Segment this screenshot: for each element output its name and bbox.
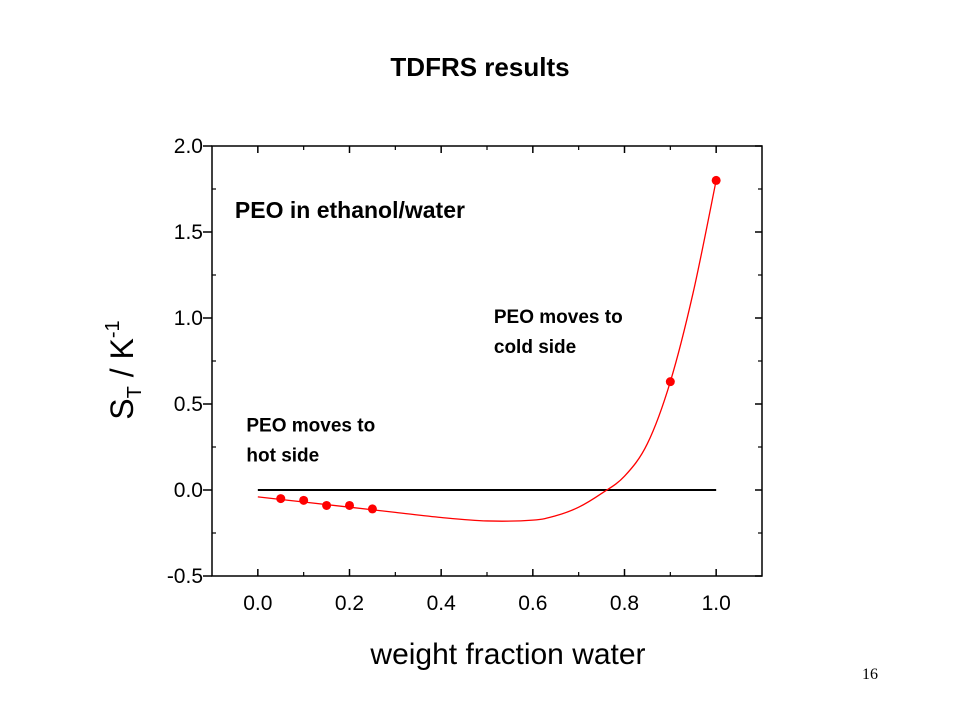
page-number: 16: [862, 666, 878, 683]
y-axis-label: ST / K-1: [102, 320, 146, 419]
data-point: [345, 500, 354, 510]
x-tick-label: 0.6: [518, 592, 547, 615]
y-label-rest: / K: [104, 338, 140, 386]
x-tick-label: 0.4: [427, 592, 457, 615]
data-point: [299, 495, 309, 505]
y-tick-label: -0.5: [167, 565, 203, 588]
annotation-hot-line1: PEO moves to: [246, 416, 375, 437]
fit-curve-group: [257, 180, 717, 522]
x-tick-label: 0.8: [610, 592, 639, 615]
y-tick-label: 1.5: [174, 221, 203, 244]
y-tick-label: 2.0: [174, 135, 203, 158]
y-label-sub: T: [124, 386, 146, 398]
y-tick-label: 0.5: [174, 393, 203, 416]
y-label-sup: -1: [102, 320, 124, 338]
x-ticks: 0.0 0.2 0.4 0.6 0.8 1.0: [243, 146, 731, 615]
y-tick-label: 0.0: [174, 479, 203, 502]
x-tick-label: 1.0: [702, 592, 731, 615]
annotation-hot-line2: hot side: [246, 446, 319, 467]
data-point: [322, 500, 332, 510]
annotation-cold-line2: cold side: [494, 337, 576, 358]
fit-curve: [257, 180, 717, 522]
y-tick-label: 1.0: [174, 307, 203, 330]
data-point: [367, 504, 377, 514]
data-point: [276, 494, 286, 504]
annotation-cold-line1: PEO moves to: [494, 307, 623, 328]
y-ticks: -0.5 0.0 0.5 1.0 1.5 2.0: [167, 135, 762, 588]
y-label-main: S: [104, 398, 140, 419]
x-axis-label: weight fraction water: [369, 638, 645, 671]
slide-title: TDFRS results: [390, 52, 570, 82]
data-point: [711, 175, 721, 185]
data-point: [665, 377, 675, 387]
annotation-title: PEO in ethanol/water: [235, 197, 465, 223]
x-tick-label: 0.2: [335, 592, 364, 615]
data-points: [276, 175, 721, 514]
x-tick-label: 0.0: [243, 592, 272, 615]
